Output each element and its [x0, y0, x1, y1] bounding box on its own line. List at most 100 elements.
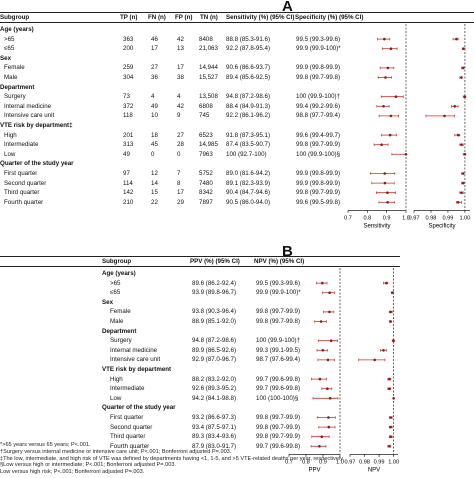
cell-spec: 99.9 (99.8-99.9): [296, 179, 341, 187]
cell-spec: 99.8 (99.7-99.9): [296, 141, 341, 149]
tick-label: 0.98: [359, 459, 370, 465]
row-label: Intermediate: [4, 141, 39, 149]
point-estimate: [327, 425, 331, 429]
point-estimate: [387, 387, 391, 390]
cell-ppv: 88.2 (83.2-92.0): [192, 375, 237, 383]
category-label: Age (years): [0, 26, 34, 33]
axis-title: Specificity: [428, 223, 455, 229]
cell-tn: 15,527: [199, 74, 218, 81]
point-estimate: [319, 320, 323, 323]
tick-label: 0.99: [442, 215, 453, 221]
cell-tp: 49: [123, 150, 130, 158]
tick-label: 0.97: [345, 459, 356, 465]
cell-tp: 73: [123, 93, 130, 101]
point-estimate: [389, 114, 393, 118]
cell-tp: 363: [123, 35, 134, 43]
cell-fn: 27: [151, 64, 158, 72]
cell-spec: 98.8 (97.7-99.4): [296, 112, 341, 120]
row-label: Third quarter: [4, 189, 40, 197]
cell-ppv: 88.9 (85.1-92.0): [192, 318, 237, 325]
cell-spec: 99.5 (99.3-99.6): [296, 35, 341, 43]
point-estimate: [328, 397, 332, 400]
row-label: High: [4, 131, 17, 139]
row-label: Intensive care unit: [110, 356, 161, 364]
category-label: Age (years): [102, 270, 136, 277]
point-estimate: [383, 37, 386, 41]
tick-label: 0.98: [426, 215, 437, 221]
cell-npv: 99.8 (99.7-99.9): [256, 423, 301, 431]
cell-spec: 99.9 (99.8-99.9): [296, 64, 341, 72]
point-estimate: [463, 153, 467, 156]
row-label: Fourth quarter: [4, 198, 44, 206]
cell-ppv: 93.2 (86.6-97.3): [192, 414, 237, 421]
tick-label: 0.9: [383, 215, 391, 221]
panel-letter: B: [282, 243, 293, 260]
tick-label: 0.97: [409, 215, 420, 221]
sens-forest-plot: 0.7 0.8 0.9 1.0 Sensitivity: [344, 24, 410, 229]
cell-tn: 7480: [199, 179, 213, 187]
cell-tp: 200: [123, 45, 134, 53]
row-label: Low: [110, 394, 122, 402]
point-estimate: [320, 435, 324, 438]
cell-spec: 99.8 (99.7-99.8): [296, 74, 341, 81]
row-label: High: [110, 375, 123, 383]
category-label: Sex: [102, 298, 114, 306]
cell-tn: 7897: [199, 198, 213, 206]
row-label: Female: [110, 308, 131, 316]
cell-tp: 201: [123, 131, 134, 139]
tick-label: 1.00: [388, 459, 399, 465]
point-estimate: [389, 47, 393, 50]
column-header: TP (n): [120, 14, 138, 21]
point-estimate: [382, 349, 385, 352]
tick-label: 0.9: [319, 459, 327, 465]
category-label: Department: [102, 327, 137, 335]
panel-letter: A: [282, 0, 293, 15]
point-estimate: [384, 76, 387, 79]
point-estimate: [326, 358, 330, 362]
point-estimate: [456, 201, 460, 204]
point-estimate: [404, 153, 408, 156]
point-estimate: [318, 377, 322, 381]
cell-ppv: 87.9 (83.0-91.7): [192, 442, 237, 450]
category-label: VTE risk by department‡: [0, 122, 73, 129]
cell-ppv: 89.9 (86.5-92.6): [192, 346, 237, 354]
point-estimate: [326, 387, 329, 390]
axis-title: NPV: [368, 467, 380, 473]
cell-sens: 89.4 (85.6-92.5): [226, 74, 271, 81]
category-label: Quarter of the study year: [102, 404, 176, 412]
point-estimate: [389, 425, 393, 429]
cell-fp: 17: [177, 64, 184, 72]
row-label: Third quarter: [110, 433, 146, 441]
cell-fp: 42: [177, 102, 184, 110]
point-estimate: [461, 47, 465, 50]
cell-fp: 27: [177, 131, 184, 139]
point-estimate: [329, 339, 333, 342]
cell-tp: 118: [123, 112, 133, 120]
cell-fn: 36: [151, 74, 158, 81]
cell-sens: 90.6 (86.6-93.7): [226, 64, 271, 72]
point-estimate: [385, 281, 388, 285]
cell-sens: 89.1 (82.3-93.9): [226, 179, 271, 187]
point-estimate: [383, 172, 387, 175]
cell-ppv: 89.6 (86.2-92.4): [192, 279, 237, 287]
cell-tn: 6523: [199, 131, 213, 139]
point-estimate: [461, 66, 465, 70]
row-label: Internal medicine: [110, 346, 158, 354]
cell-tn: 5752: [199, 170, 213, 177]
row-label: >65: [4, 35, 15, 43]
footnote: ‡The low, intermediate, and high risk of…: [0, 455, 345, 462]
cell-fp: 28: [177, 141, 184, 149]
table-rule: [0, 266, 400, 267]
row-label: Female: [4, 64, 25, 72]
column-header: Subgroup: [0, 14, 30, 21]
cell-npv: 100 (99.9-100)†: [256, 337, 301, 345]
point-estimate: [387, 377, 391, 381]
cell-ppv: 92.9 (87.0-96.7): [192, 356, 237, 364]
cell-npv: 99.7 (99.6-99.8): [256, 442, 301, 450]
cell-tp: 142: [123, 189, 134, 197]
cell-npv: 99.9 (99.9-100)*: [256, 289, 301, 297]
cell-fp: 29: [177, 198, 184, 206]
footnote: §Low versus high or intermediate; P<.001…: [0, 462, 177, 469]
cell-fn: 46: [151, 35, 158, 43]
point-estimate: [390, 291, 394, 294]
